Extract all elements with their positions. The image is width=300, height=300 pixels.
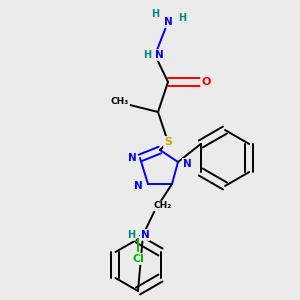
Text: N: N [128,153,136,163]
Text: CH₂: CH₂ [154,202,172,211]
Text: H: H [127,230,135,240]
Text: N: N [164,17,172,27]
Text: N: N [154,50,164,60]
Text: N: N [134,181,142,191]
Text: Cl: Cl [132,254,144,264]
Text: H: H [178,13,186,23]
Text: H: H [151,9,159,19]
Text: N: N [183,159,191,169]
Text: CH₃: CH₃ [111,97,129,106]
Text: O: O [201,77,211,87]
Text: N: N [141,230,149,240]
Text: H: H [143,50,151,60]
Text: S: S [164,137,172,147]
